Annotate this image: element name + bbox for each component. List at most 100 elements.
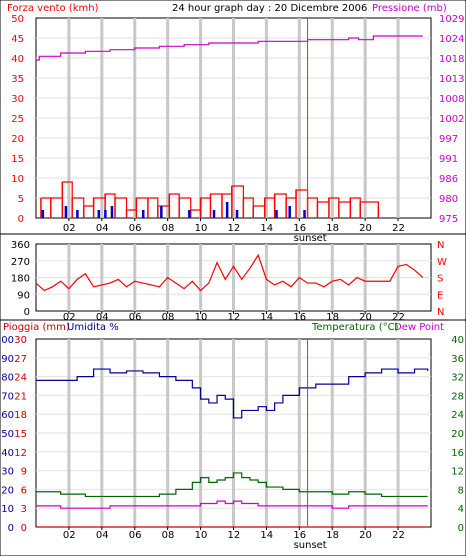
x-tick-label: 06 <box>129 530 142 541</box>
gust-bar <box>225 202 229 218</box>
humidity-tick-label: 50 <box>1 429 14 440</box>
rain-tick-label: 6 <box>21 485 27 496</box>
pressure-axis-label: Pressione (mb) <box>372 3 447 14</box>
y-tick-label: 1029 <box>439 14 464 25</box>
x-tick-label: 22 <box>392 530 405 541</box>
sunset-label: sunset <box>294 233 327 244</box>
y-tick-label: 180 <box>11 274 30 285</box>
temperature-tick-label: 32 <box>451 373 464 384</box>
humidity-temperature-panel: 3027242118151296301009080706050403020100… <box>0 335 464 551</box>
y-tick-label: 50 <box>11 14 24 25</box>
wind-direction-line <box>35 253 424 292</box>
sunset-label: sunset <box>294 540 327 551</box>
temperature-tick-label: 28 <box>451 391 464 402</box>
gust-bar <box>288 206 291 218</box>
x-tick-label: 22 <box>392 312 405 323</box>
temperature-tick-label: 40 <box>451 335 464 346</box>
gust-bar <box>188 210 191 218</box>
humidity-tick-label: 100 <box>0 335 14 346</box>
y-tick-label: 1008 <box>439 94 464 105</box>
gust-bar <box>76 210 79 218</box>
x-tick-label: 10 <box>195 312 208 323</box>
graph-title: 24 hour graph day : 20 Dicembre 2006 <box>172 3 367 14</box>
compass-label: E <box>437 290 443 301</box>
humidity-tick-label: 30 <box>1 467 14 478</box>
y-tick-label: 1024 <box>439 34 464 45</box>
rain-tick-label: 0 <box>21 523 27 534</box>
gust-bar <box>104 210 107 218</box>
gust-bar <box>97 210 101 218</box>
humidity-tick-label: 90 <box>1 354 14 365</box>
gust-bar <box>275 210 278 218</box>
gust-bar <box>160 206 163 218</box>
x-tick-label: 04 <box>96 530 109 541</box>
y-tick-label: 1018 <box>439 54 464 65</box>
gust-bar <box>303 210 306 218</box>
x-tick-label: 02 <box>63 312 76 323</box>
dewpoint-axis-label: Dew Point <box>394 322 444 333</box>
x-tick-label: 12 <box>228 530 241 541</box>
y-tick-label: 15 <box>11 154 24 165</box>
rain-tick-label: 12 <box>14 448 27 459</box>
humidity-tick-label: 10 <box>1 504 14 515</box>
humidity-tick-label: 80 <box>1 373 14 384</box>
humidity-line <box>36 368 429 419</box>
rain-tick-label: 27 <box>14 354 27 365</box>
y-tick-label: 20 <box>11 134 24 145</box>
y-tick-label: 0 <box>18 214 24 225</box>
wind-axis-label: Forza vento (kmh) <box>7 3 99 14</box>
x-tick-label: 22 <box>392 223 405 234</box>
temperature-tick-label: 0 <box>458 523 464 534</box>
rain-tick-label: 18 <box>14 410 27 421</box>
y-tick-label: 10 <box>11 174 24 185</box>
gust-bar <box>41 210 45 218</box>
rain-tick-label: 15 <box>14 429 27 440</box>
x-tick-label: 06 <box>129 312 142 323</box>
x-tick-label: 14 <box>260 312 273 323</box>
y-tick-label: 1002 <box>439 114 464 125</box>
y-tick-label: 30 <box>11 94 24 105</box>
rain-tick-label: 3 <box>21 504 27 515</box>
humidity-tick-label: 20 <box>1 485 14 496</box>
gust-bar <box>212 210 216 218</box>
temperature-tick-label: 4 <box>458 504 464 515</box>
temperature-tick-label: 12 <box>451 467 464 478</box>
temperature-tick-label: 36 <box>451 354 464 365</box>
x-tick-label: 10 <box>195 223 208 234</box>
x-tick-label: 08 <box>162 223 175 234</box>
x-tick-label: 16 <box>293 530 306 541</box>
rain-tick-label: 24 <box>14 373 27 384</box>
x-tick-label: 18 <box>326 530 339 541</box>
y-tick-label: 991 <box>439 154 458 165</box>
pressure-line <box>36 35 423 61</box>
temperature-tick-label: 20 <box>451 429 464 440</box>
humidity-tick-label: 70 <box>1 391 14 402</box>
x-tick-label: 04 <box>96 223 109 234</box>
temperature-tick-label: 24 <box>451 410 464 421</box>
y-tick-label: 975 <box>439 214 458 225</box>
y-tick-label: 5 <box>18 194 24 205</box>
x-tick-label: 02 <box>63 530 76 541</box>
x-tick-label: 14 <box>260 530 273 541</box>
x-tick-label: 16 <box>293 312 306 323</box>
y-tick-label: 90 <box>17 290 30 301</box>
x-tick-label: 08 <box>162 312 175 323</box>
wind-pressure-panel: 0510152025303540455097598098699199710021… <box>11 14 464 244</box>
x-tick-label: 12 <box>228 223 241 234</box>
y-tick-label: 270 <box>11 257 30 268</box>
y-tick-label: 45 <box>11 34 24 45</box>
x-tick-label: 02 <box>63 223 76 234</box>
compass-label: N <box>437 307 444 318</box>
temperature-axis-label: Temperatura (°C) <box>311 322 399 333</box>
y-tick-label: 980 <box>439 194 458 205</box>
x-tick-label: 10 <box>195 530 208 541</box>
gust-bar <box>141 210 145 218</box>
humidity-tick-label: 40 <box>1 448 14 459</box>
temperature-line <box>36 472 428 498</box>
x-tick-label: 18 <box>326 312 339 323</box>
rain-tick-label: 9 <box>21 467 27 478</box>
x-tick-label: 04 <box>96 312 109 323</box>
x-tick-label: 12 <box>228 312 241 323</box>
